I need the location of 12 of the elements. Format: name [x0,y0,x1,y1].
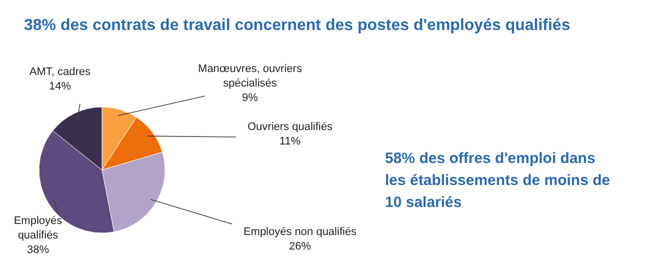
chart-title: 38% des contrats de travail concernent des postes d'employés qualifiés [24,17,570,34]
data-label: 14% [48,80,72,92]
slice-label: Ouvriers qualifiés [248,121,333,133]
data-label: 38% [26,244,50,256]
data-label: 26% [288,240,312,252]
slice-label: Employés non qualifiés [243,226,358,238]
slice-label: AMT, cadres [29,66,92,78]
data-label: 9% [242,92,258,104]
text: 58% des offres d'emploi dans les établissements de moins de 10 salariés [385,150,610,211]
data-label: 11% [279,136,301,148]
slice-label: Employés qualifiés [14,215,63,242]
slice-label: Manœuvres, ouvriers spécialisés [198,63,302,90]
